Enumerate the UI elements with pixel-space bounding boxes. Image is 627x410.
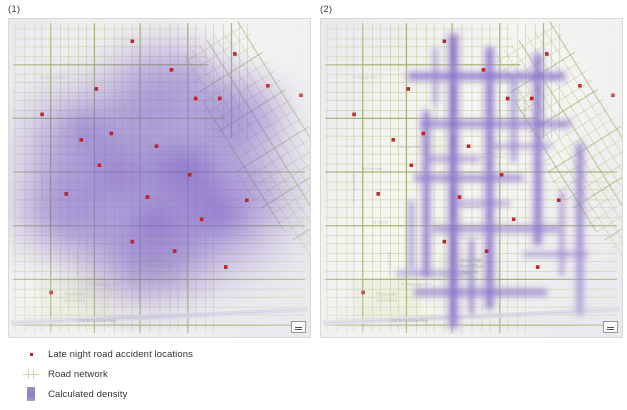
network-kernel-density-map[interactable]: Loyola HighSchool Of LosAngelesRosedaleC… bbox=[320, 18, 623, 338]
map-vignette-2 bbox=[321, 19, 622, 337]
scalebar-chip-1[interactable] bbox=[291, 321, 306, 333]
panel-1-label: (1) bbox=[8, 4, 21, 15]
legend-label-accidents: Late night road accident locations bbox=[48, 348, 193, 360]
scalebar-chip-2[interactable] bbox=[603, 321, 618, 333]
legend-item-accidents: Late night road accident locations bbox=[14, 344, 344, 364]
panel-2-label: (2) bbox=[320, 4, 333, 15]
map-vignette-1 bbox=[9, 19, 310, 337]
legend-item-density: Calculated density bbox=[14, 384, 344, 404]
road-network-icon bbox=[14, 369, 48, 379]
density-swatch-icon bbox=[14, 387, 48, 401]
legend-item-roads: Road network bbox=[14, 364, 344, 384]
legend-label-roads: Road network bbox=[48, 368, 108, 380]
accident-point-icon bbox=[14, 352, 48, 356]
legend-label-density: Calculated density bbox=[48, 388, 128, 400]
planar-kernel-density-map[interactable]: Loyola HighSchool Of LosAngelesRosedaleC… bbox=[8, 18, 311, 338]
map-legend: Late night road accident locations Road … bbox=[14, 344, 344, 404]
